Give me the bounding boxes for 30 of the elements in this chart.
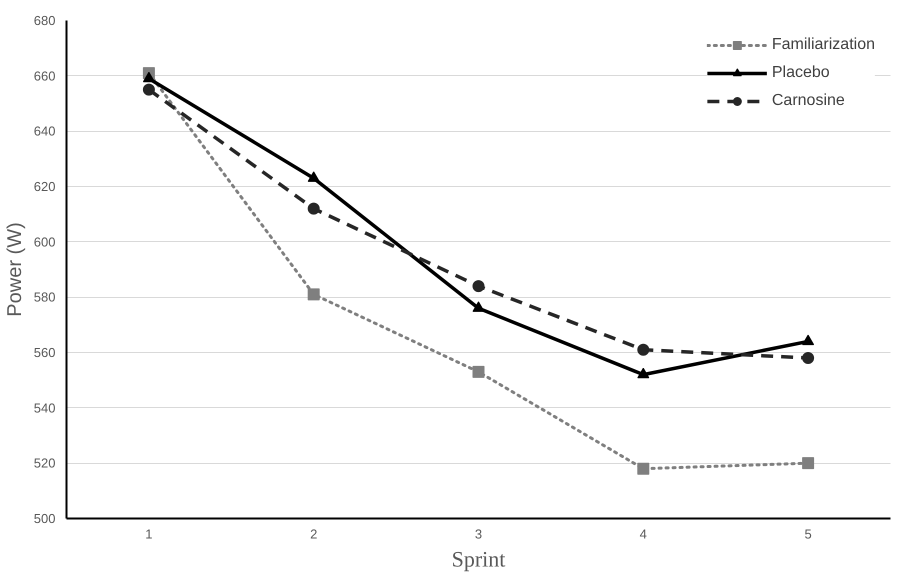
point <box>637 462 650 475</box>
legend-label: Placebo <box>772 64 830 82</box>
legend-label: Familiarization <box>772 36 875 54</box>
y-tick-label: 600 <box>34 234 56 250</box>
point <box>308 288 320 300</box>
point <box>637 344 650 356</box>
y-tick-label: 640 <box>34 124 56 139</box>
point <box>802 334 814 346</box>
legend-label: Carnosine <box>772 92 845 110</box>
y-tick-label: 520 <box>34 456 56 471</box>
x-axis-title: Sprint <box>452 546 506 572</box>
y-tick-label: 620 <box>34 179 56 194</box>
x-tick-label: 4 <box>640 526 647 542</box>
point <box>472 280 484 292</box>
x-tick-label: 3 <box>474 526 482 542</box>
point <box>142 84 155 96</box>
point <box>802 352 814 364</box>
y-tick-label: 680 <box>34 13 56 28</box>
x-tick-label: 1 <box>145 526 153 542</box>
y-tick-label: 560 <box>34 345 56 360</box>
y-tick-label: 660 <box>34 68 56 84</box>
y-tick-label: 580 <box>34 290 56 305</box>
point <box>472 366 484 378</box>
y-tick-label: 540 <box>34 400 56 416</box>
x-tick-label: 5 <box>804 526 812 542</box>
y-axis-title: Power (W) <box>4 222 26 317</box>
point <box>308 202 320 215</box>
point <box>802 457 814 470</box>
y-tick-label: 500 <box>34 511 56 526</box>
x-tick-label: 2 <box>310 526 318 542</box>
